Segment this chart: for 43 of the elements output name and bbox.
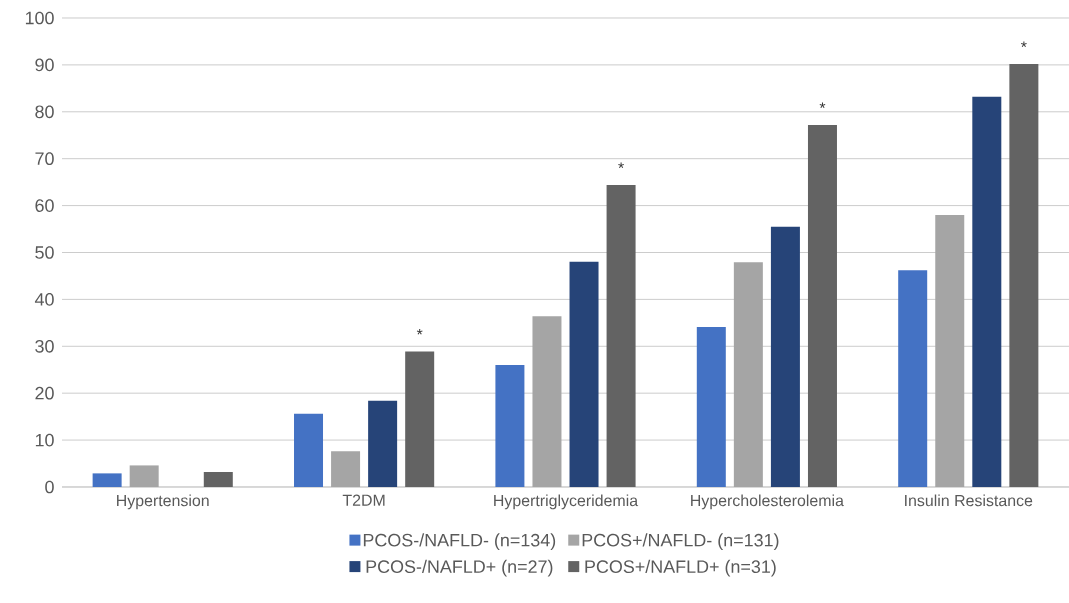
bar <box>972 96 1002 487</box>
bar <box>1009 63 1039 487</box>
y-tick-label: 30 <box>35 339 54 353</box>
x-tick-label: Hypertriglyceridemia <box>494 494 639 510</box>
x-tick-label: Hypercholesterolemia <box>691 494 844 510</box>
bar <box>569 261 599 487</box>
x-tick-label: Hypertension <box>117 494 209 510</box>
bar <box>368 400 398 487</box>
bar <box>733 262 763 487</box>
bar <box>606 184 636 487</box>
bar <box>532 316 562 487</box>
bar <box>935 214 965 487</box>
bar <box>770 226 800 487</box>
bar <box>203 471 233 487</box>
annotation: * <box>819 102 826 109</box>
x-tick-label: T2DM <box>342 494 385 506</box>
y-tick-label: 40 <box>34 293 54 306</box>
y-tick-label: 80 <box>35 105 54 119</box>
y-tick-label: 90 <box>35 58 54 72</box>
y-tick-label: 60 <box>35 199 54 212</box>
bar <box>807 124 837 487</box>
bar <box>129 465 159 487</box>
bar <box>696 327 726 487</box>
bar <box>294 413 324 487</box>
y-tick-label: 70 <box>35 152 54 166</box>
x-tick-label: Insulin Resistance <box>905 494 1033 507</box>
bar <box>898 270 928 487</box>
legend-label: PCOS-/NAFLD- (n=134) <box>363 533 556 551</box>
legend-label: PCOS-/NAFLD+ (n=27) <box>366 559 553 577</box>
legend-label: PCOS+/NAFLD- (n=131) <box>582 533 779 551</box>
annotation: * <box>618 162 624 169</box>
legend-label: PCOS+/NAFLD+ (n=31) <box>585 559 776 577</box>
y-tick-label: 100 <box>25 11 54 25</box>
bar <box>331 451 361 487</box>
y-tick-label: 0 <box>45 480 54 494</box>
annotation: * <box>1021 41 1027 48</box>
y-tick-label: 10 <box>35 433 54 447</box>
bar <box>495 365 525 487</box>
y-tick-label: 20 <box>35 386 54 400</box>
annotation: * <box>416 328 423 335</box>
bar <box>405 351 435 487</box>
y-tick-label: 50 <box>35 246 54 259</box>
bar <box>92 473 122 487</box>
